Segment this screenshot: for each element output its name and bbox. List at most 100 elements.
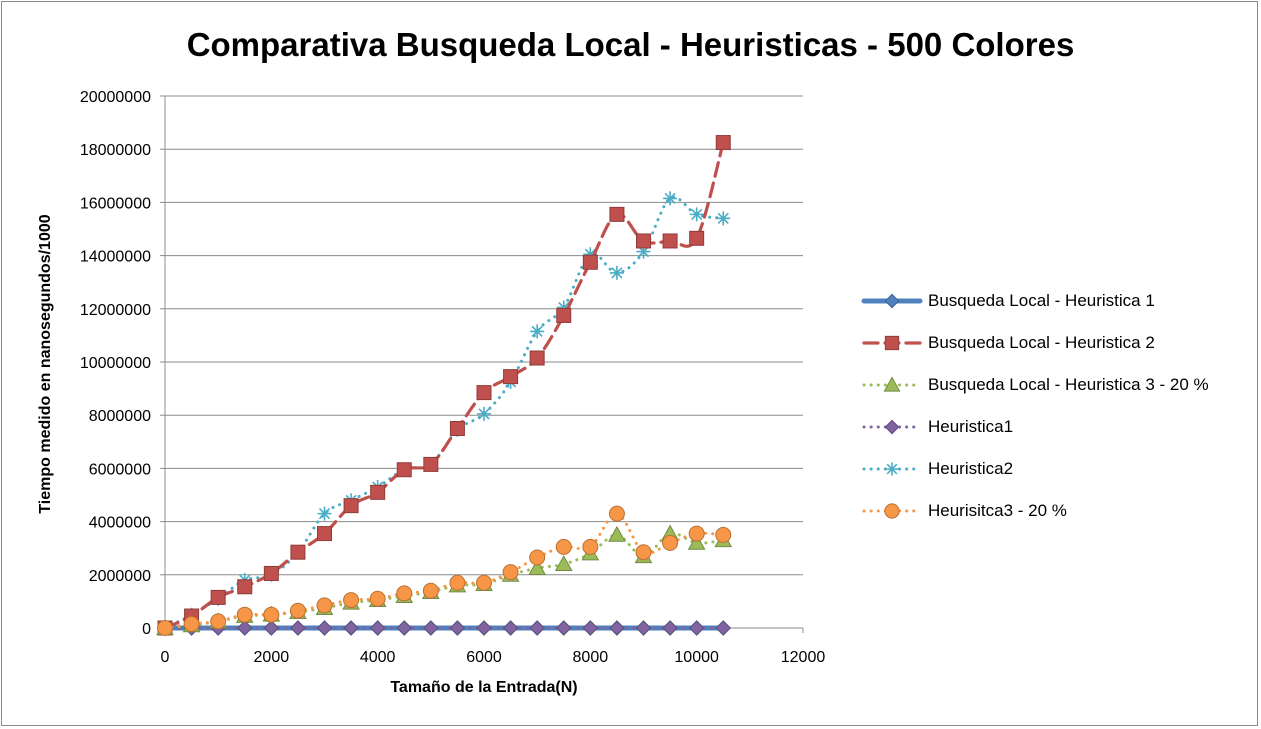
data-point bbox=[477, 406, 491, 421]
data-point bbox=[635, 620, 652, 636]
legend-item: Busqueda Local - Heuristica 1 bbox=[858, 280, 1253, 322]
data-point bbox=[608, 505, 625, 522]
data-point bbox=[503, 369, 519, 385]
data-point bbox=[689, 207, 704, 222]
legend-marker bbox=[884, 335, 900, 351]
x-tick-label: 0 bbox=[161, 649, 170, 666]
data-point bbox=[263, 565, 279, 581]
legend-label: Heuristica2 bbox=[928, 459, 1014, 478]
data-point bbox=[556, 307, 572, 323]
data-point bbox=[662, 233, 678, 249]
y-tick-label: 4000000 bbox=[89, 515, 151, 532]
data-point bbox=[343, 620, 359, 636]
data-point bbox=[290, 620, 306, 636]
series-1 bbox=[157, 135, 731, 636]
legend-marker bbox=[885, 462, 899, 476]
data-point bbox=[554, 555, 573, 572]
data-point bbox=[529, 350, 545, 366]
data-point bbox=[237, 620, 253, 636]
data-point bbox=[609, 206, 625, 222]
data-point bbox=[316, 620, 333, 636]
data-point bbox=[316, 597, 333, 614]
data-point bbox=[609, 265, 624, 280]
legend-item: Heuristica1 bbox=[858, 406, 1253, 448]
x-tick-label: 4000 bbox=[360, 649, 396, 666]
data-point bbox=[608, 525, 626, 542]
data-point bbox=[636, 244, 651, 259]
data-point bbox=[157, 620, 173, 636]
data-point bbox=[263, 620, 280, 636]
data-point bbox=[688, 525, 705, 542]
x-axis-label: Tamaño de la Entrada(N) bbox=[390, 679, 578, 696]
legend-label: Busqueda Local - Heuristica 3 - 20 % bbox=[928, 375, 1209, 394]
data-point bbox=[183, 616, 200, 633]
data-point bbox=[317, 506, 332, 521]
data-point bbox=[582, 620, 599, 636]
data-point bbox=[528, 559, 547, 576]
series-line bbox=[163, 195, 725, 630]
legend-label: Busqueda Local - Heuristica 1 bbox=[928, 291, 1155, 310]
x-tick-label: 12000 bbox=[781, 649, 826, 666]
data-point bbox=[662, 620, 678, 636]
data-point bbox=[290, 544, 306, 560]
legend-item: Busqueda Local - Heuristica 3 - 20 % bbox=[858, 364, 1253, 406]
legend-swatch bbox=[862, 335, 922, 351]
data-point bbox=[396, 462, 412, 478]
data-point bbox=[210, 589, 226, 605]
x-tick-label: 2000 bbox=[254, 649, 290, 666]
y-tick-label: 8000000 bbox=[89, 408, 151, 425]
y-tick-label: 20000000 bbox=[80, 89, 151, 106]
legend-item: Busqueda Local - Heuristica 2 bbox=[858, 322, 1253, 364]
data-point bbox=[236, 606, 253, 623]
data-point bbox=[422, 582, 439, 599]
y-tick-label: 16000000 bbox=[80, 195, 151, 212]
y-tick-label: 12000000 bbox=[80, 302, 151, 319]
legend-swatch bbox=[862, 462, 922, 476]
data-point bbox=[582, 254, 598, 270]
data-point bbox=[636, 233, 651, 249]
data-point bbox=[423, 456, 439, 472]
data-point bbox=[715, 620, 731, 636]
legend-swatch bbox=[862, 503, 922, 519]
series-3 bbox=[157, 620, 731, 636]
x-tick-label: 6000 bbox=[466, 649, 502, 666]
legend-marker bbox=[883, 376, 901, 392]
legend-marker bbox=[884, 293, 900, 309]
data-point bbox=[396, 620, 412, 636]
legend: Busqueda Local - Heuristica 1 Busqueda Lo… bbox=[858, 280, 1253, 532]
y-tick-label: 0 bbox=[142, 621, 151, 638]
data-point bbox=[317, 526, 332, 542]
data-point bbox=[583, 247, 598, 262]
data-point bbox=[529, 549, 546, 566]
data-point bbox=[556, 620, 572, 636]
data-point bbox=[369, 590, 386, 607]
data-point bbox=[555, 538, 572, 555]
data-point bbox=[663, 191, 678, 206]
data-point bbox=[662, 534, 679, 551]
series-4 bbox=[158, 191, 731, 635]
data-point bbox=[688, 620, 705, 636]
data-point bbox=[343, 592, 360, 609]
x-tick-label: 10000 bbox=[674, 649, 719, 666]
y-tick-label: 6000000 bbox=[89, 461, 151, 478]
data-point bbox=[396, 585, 413, 602]
legend-swatch bbox=[862, 419, 922, 435]
data-point bbox=[263, 606, 280, 623]
data-point bbox=[476, 574, 492, 591]
data-point bbox=[635, 544, 652, 561]
data-point bbox=[715, 135, 731, 151]
legend-label: Heuristica1 bbox=[928, 417, 1014, 436]
legend-marker bbox=[884, 503, 900, 519]
data-point bbox=[237, 579, 253, 595]
data-point bbox=[423, 620, 439, 636]
y-tick-label: 14000000 bbox=[80, 249, 151, 266]
legend-item: Heurisitca3 - 20 % bbox=[858, 490, 1253, 532]
data-point bbox=[343, 498, 359, 514]
data-point bbox=[369, 620, 386, 636]
data-point bbox=[449, 620, 466, 636]
data-point bbox=[715, 526, 732, 543]
legend-label: Busqueda Local - Heuristica 2 bbox=[928, 333, 1155, 352]
legend-item: Heuristica2 bbox=[858, 448, 1253, 490]
